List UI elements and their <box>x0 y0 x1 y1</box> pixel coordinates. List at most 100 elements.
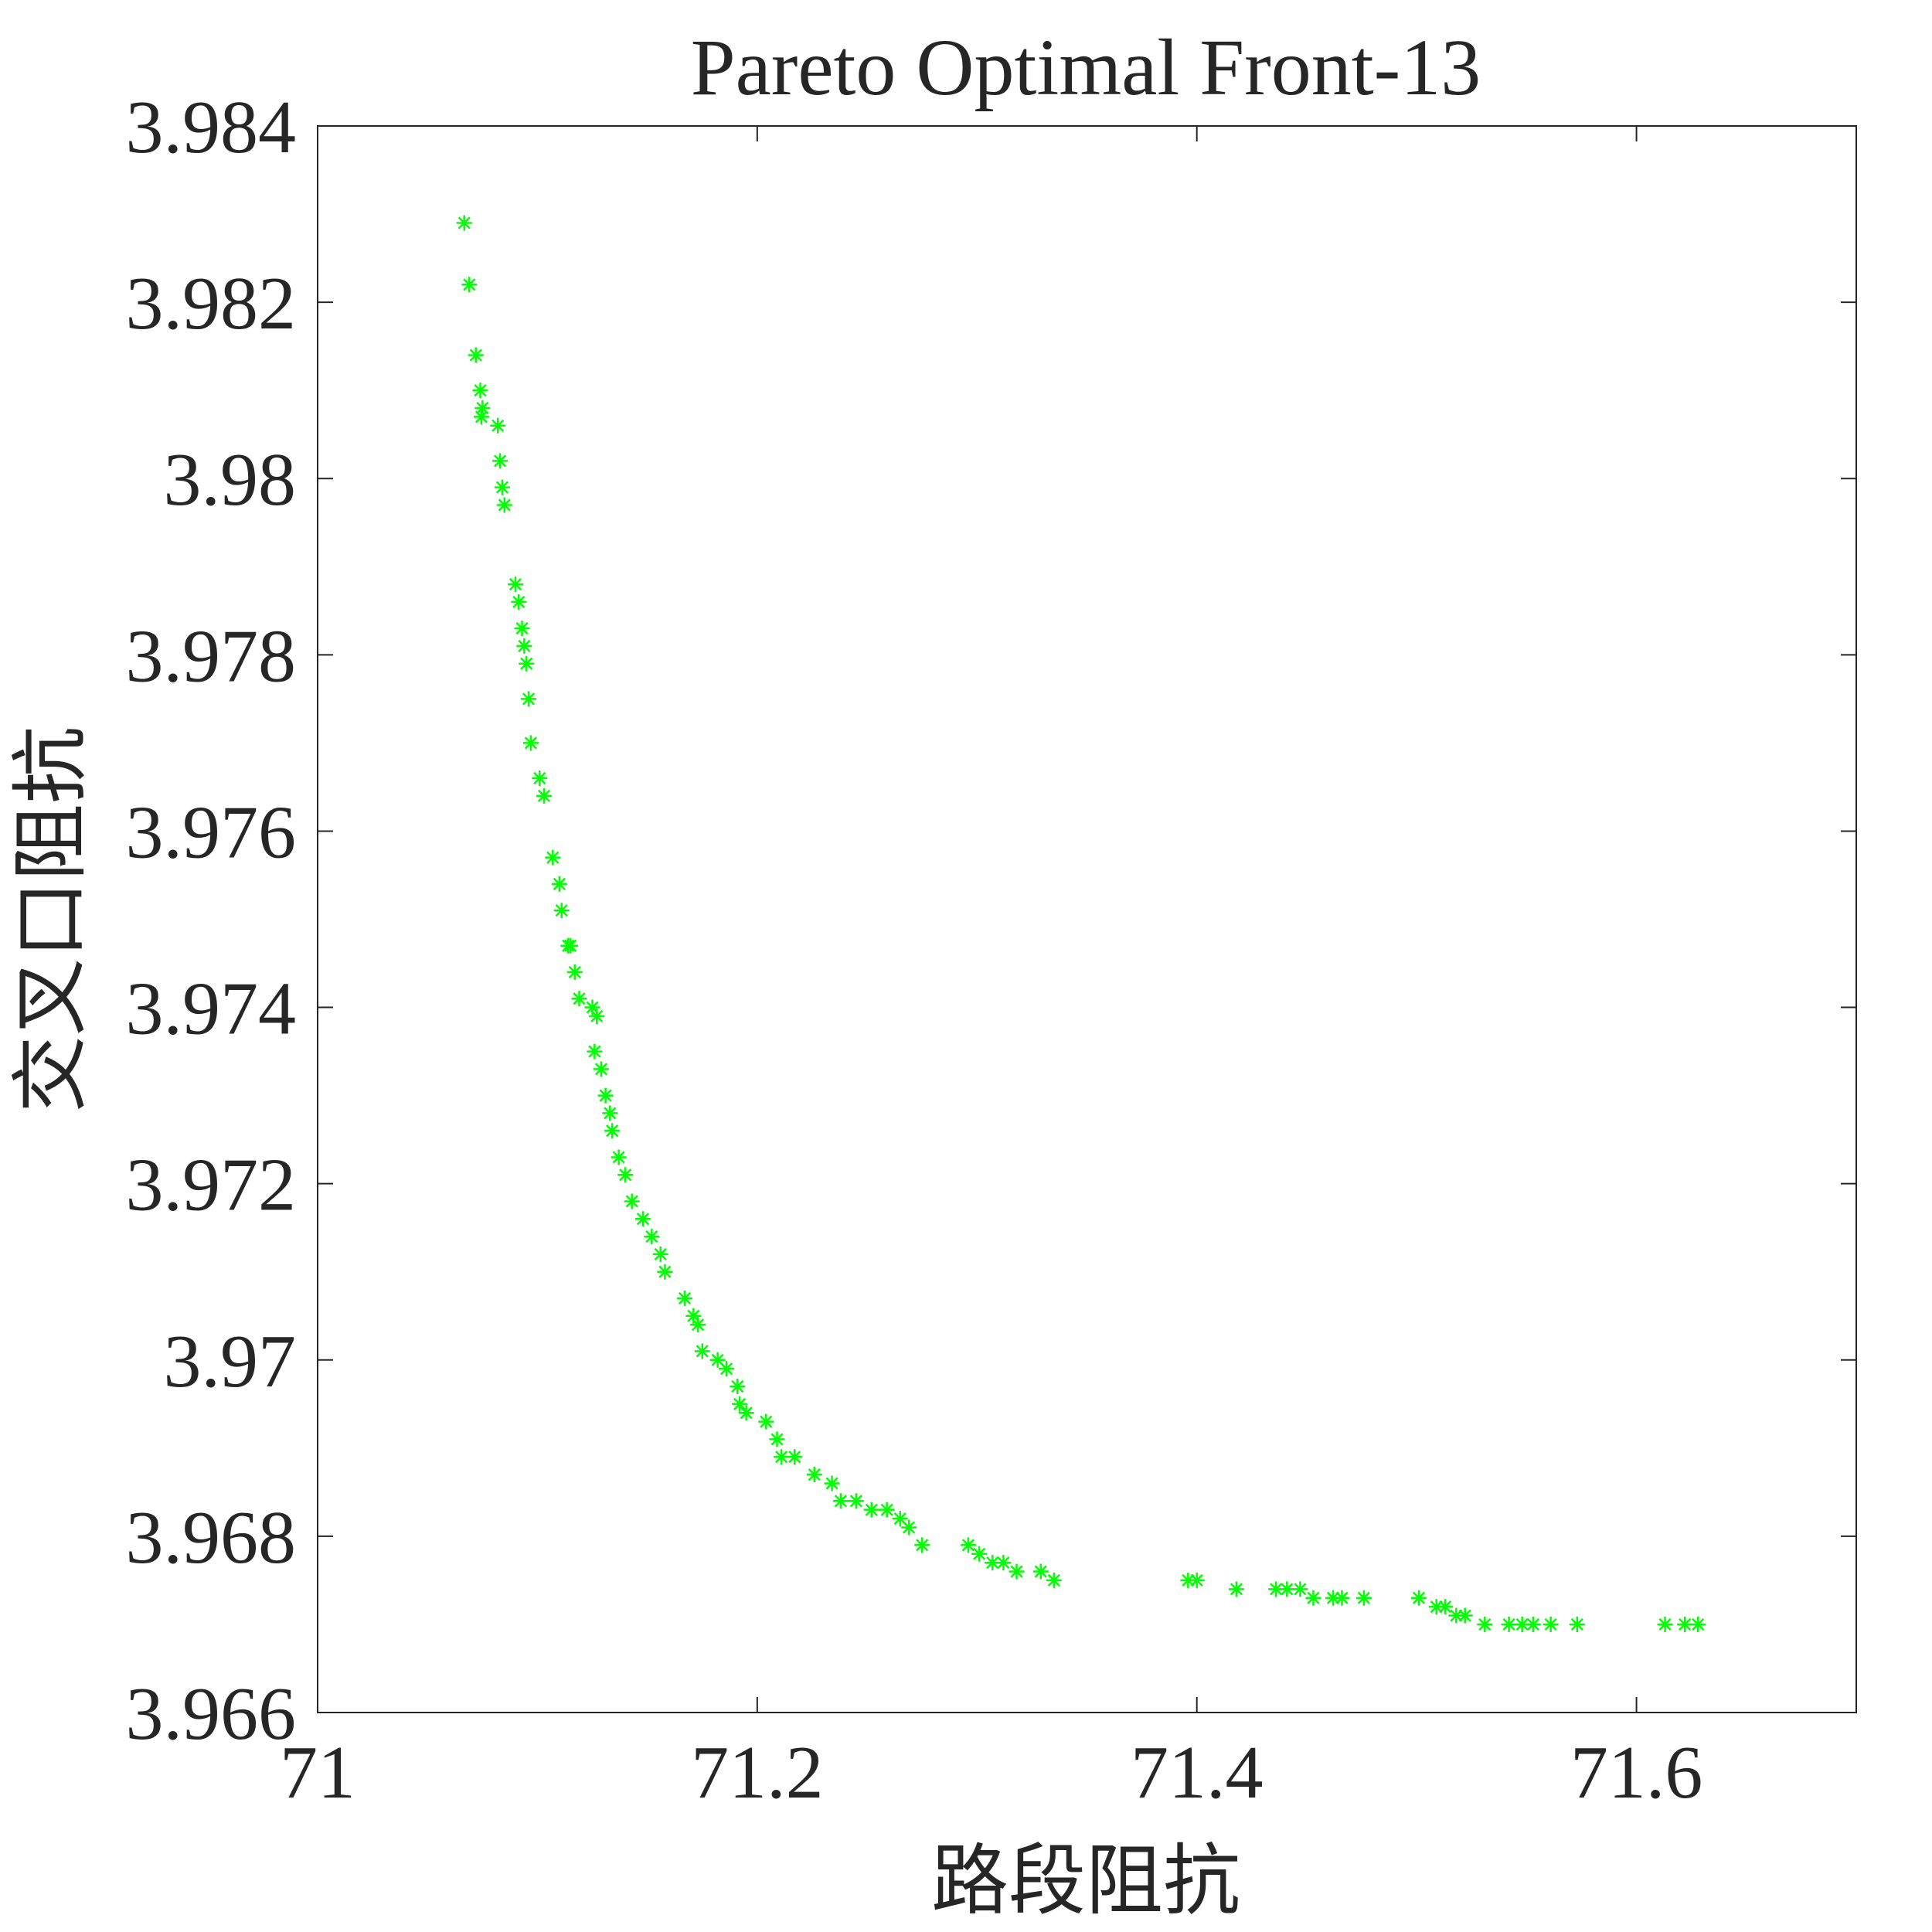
data-point <box>732 1396 748 1412</box>
data-point <box>514 621 530 637</box>
data-point <box>1292 1581 1308 1597</box>
data-point <box>1428 1599 1444 1615</box>
data-point <box>511 594 527 610</box>
data-point <box>551 876 567 892</box>
y-tick-label: 3.97 <box>164 1320 297 1403</box>
data-point <box>1501 1616 1517 1632</box>
data-point <box>602 1105 618 1121</box>
data-point <box>1525 1616 1541 1632</box>
data-point <box>519 655 535 672</box>
data-point <box>694 1343 710 1359</box>
data-point <box>709 1352 726 1368</box>
data-point <box>960 1537 976 1553</box>
data-point <box>1189 1572 1205 1588</box>
data-point <box>507 577 523 593</box>
data-point <box>1457 1607 1473 1624</box>
data-point <box>522 735 539 751</box>
x-tick-label: 71.2 <box>691 1731 824 1815</box>
data-point <box>806 1467 822 1483</box>
data-point <box>1437 1599 1454 1615</box>
data-point <box>685 1308 702 1324</box>
data-point <box>769 1431 785 1447</box>
data-point <box>1046 1572 1062 1588</box>
data-point <box>545 849 561 866</box>
data-point <box>652 1246 668 1262</box>
data-point <box>879 1502 895 1518</box>
data-point <box>690 1317 706 1333</box>
data-point <box>774 1449 790 1465</box>
data-point <box>1477 1616 1493 1632</box>
x-tick-label: 71.4 <box>1131 1731 1264 1815</box>
y-tick-label: 3.972 <box>126 1144 297 1227</box>
y-tick-label: 3.974 <box>126 968 297 1051</box>
data-point <box>971 1546 988 1562</box>
data-point <box>1448 1607 1464 1624</box>
data-point <box>892 1511 908 1527</box>
chart-title: Pareto Optimal Front-13 <box>691 23 1481 112</box>
data-point <box>1180 1572 1196 1588</box>
data-point <box>1355 1590 1372 1606</box>
data-point <box>863 1502 879 1518</box>
data-point <box>468 347 484 363</box>
plot-frame <box>317 125 1857 1713</box>
data-point <box>566 964 583 980</box>
data-point <box>494 479 510 495</box>
data-point <box>1514 1616 1530 1632</box>
data-point <box>1032 1563 1049 1580</box>
data-point <box>985 1555 1001 1571</box>
data-point <box>1268 1581 1284 1597</box>
data-point <box>719 1361 735 1377</box>
data-point <box>584 999 600 1015</box>
data-point <box>456 215 472 231</box>
data-point <box>624 1193 640 1209</box>
data-point <box>676 1290 692 1306</box>
x-tick-label: 71 <box>280 1731 355 1815</box>
x-tick-label: 71.6 <box>1570 1731 1703 1815</box>
data-point <box>553 903 570 919</box>
data-point <box>730 1378 746 1394</box>
data-point <box>473 409 489 425</box>
data-point <box>587 1043 603 1060</box>
data-point <box>1334 1590 1350 1606</box>
data-point <box>492 453 509 469</box>
y-tick-label: 3.968 <box>126 1496 297 1580</box>
data-point <box>474 400 491 416</box>
data-point <box>1228 1581 1244 1597</box>
y-axis-label: 交叉口阻抗 <box>9 726 94 1113</box>
data-point <box>536 787 552 804</box>
y-tick-label: 3.976 <box>126 791 297 874</box>
data-point <box>461 277 478 293</box>
data-point <box>848 1493 864 1509</box>
data-point <box>1325 1590 1342 1606</box>
data-point <box>516 638 532 654</box>
data-point <box>617 1167 634 1183</box>
data-point <box>593 1061 609 1077</box>
data-point <box>1305 1590 1321 1606</box>
data-point <box>914 1537 930 1553</box>
data-point <box>472 383 488 399</box>
data-point <box>1569 1616 1585 1632</box>
data-point <box>995 1555 1012 1571</box>
data-point <box>901 1519 917 1536</box>
data-point <box>563 937 579 954</box>
data-point <box>787 1449 803 1465</box>
x-axis-label: 路段阻抗 <box>931 1838 1240 1924</box>
data-point <box>1657 1616 1673 1632</box>
y-tick-label: 3.984 <box>126 86 297 169</box>
data-point <box>634 1211 651 1227</box>
data-point <box>1009 1563 1025 1580</box>
data-point <box>824 1475 840 1492</box>
data-point <box>1279 1581 1295 1597</box>
data-point <box>1677 1616 1693 1632</box>
y-tick-label: 3.966 <box>126 1672 297 1756</box>
data-point <box>1410 1590 1427 1606</box>
data-point <box>532 770 548 787</box>
data-point <box>589 1008 605 1024</box>
data-point <box>521 691 537 707</box>
data-point <box>644 1229 660 1245</box>
y-tick-label: 3.978 <box>126 614 297 698</box>
data-point <box>571 991 587 1007</box>
y-tick-label: 3.982 <box>126 262 297 345</box>
data-point <box>832 1493 849 1509</box>
